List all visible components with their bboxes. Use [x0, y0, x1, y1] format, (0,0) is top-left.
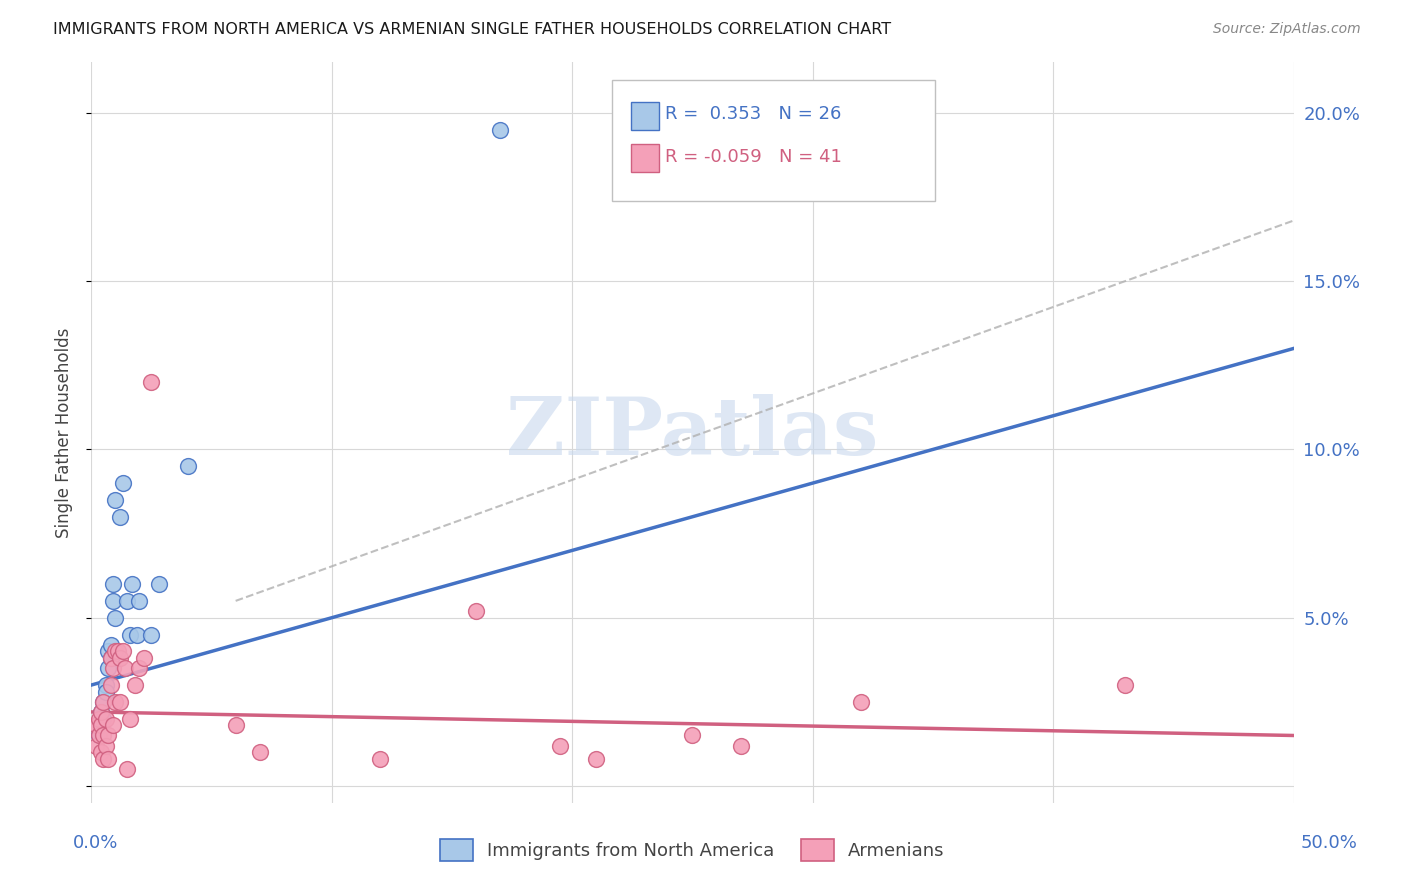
Point — [104, 695, 127, 709]
Point — [84, 739, 107, 753]
Point — [90, 718, 112, 732]
Point — [148, 577, 170, 591]
Point — [368, 752, 391, 766]
Text: R = -0.059   N = 41: R = -0.059 N = 41 — [665, 148, 842, 166]
Text: ZIPatlas: ZIPatlas — [506, 393, 879, 472]
Point — [121, 577, 143, 591]
Point — [94, 678, 117, 692]
Point — [141, 375, 163, 389]
Point — [104, 492, 127, 507]
Point — [110, 651, 132, 665]
Text: IMMIGRANTS FROM NORTH AMERICA VS ARMENIAN SINGLE FATHER HOUSEHOLDS CORRELATION C: IMMIGRANTS FROM NORTH AMERICA VS ARMENIA… — [53, 22, 891, 37]
Legend: Immigrants from North America, Armenians: Immigrants from North America, Armenians — [433, 831, 952, 868]
Text: 0.0%: 0.0% — [73, 834, 118, 852]
Point — [548, 739, 571, 753]
Point — [1114, 678, 1136, 692]
Point — [114, 661, 136, 675]
Point — [97, 661, 120, 675]
Point — [849, 695, 872, 709]
Point — [125, 627, 148, 641]
Point — [93, 729, 115, 743]
Point — [107, 644, 129, 658]
Point — [94, 685, 117, 699]
Point — [93, 752, 115, 766]
Point — [93, 712, 115, 726]
Point — [100, 678, 122, 692]
Point — [93, 695, 115, 709]
Point — [465, 604, 488, 618]
Point — [104, 644, 127, 658]
Point — [87, 729, 110, 743]
Text: Source: ZipAtlas.com: Source: ZipAtlas.com — [1213, 22, 1361, 37]
Point — [134, 651, 156, 665]
Point — [101, 661, 124, 675]
Point — [117, 594, 139, 608]
Point — [111, 476, 134, 491]
Point — [118, 712, 141, 726]
Point — [97, 644, 120, 658]
Point — [87, 712, 110, 726]
Point — [681, 729, 703, 743]
Point — [101, 577, 124, 591]
Point — [101, 594, 124, 608]
Point — [128, 661, 150, 675]
Point — [110, 695, 132, 709]
Point — [249, 745, 271, 759]
Point — [585, 752, 607, 766]
Point — [93, 695, 115, 709]
Y-axis label: Single Father Households: Single Father Households — [55, 327, 73, 538]
Point — [94, 739, 117, 753]
Point — [87, 729, 110, 743]
Point — [90, 745, 112, 759]
Point — [225, 718, 247, 732]
Point — [124, 678, 146, 692]
Point — [94, 712, 117, 726]
Point — [84, 718, 107, 732]
Point — [97, 752, 120, 766]
Point — [100, 651, 122, 665]
Point — [90, 705, 112, 719]
Point — [176, 459, 198, 474]
Point — [100, 638, 122, 652]
Point — [118, 627, 141, 641]
Point — [128, 594, 150, 608]
Text: 50.0%: 50.0% — [1301, 834, 1357, 852]
Point — [101, 718, 124, 732]
Point — [111, 644, 134, 658]
Point — [100, 651, 122, 665]
Point — [141, 627, 163, 641]
Point — [117, 762, 139, 776]
Point — [104, 610, 127, 624]
Point — [90, 718, 112, 732]
Point — [97, 729, 120, 743]
Point — [90, 705, 112, 719]
Point — [730, 739, 752, 753]
Point — [489, 122, 512, 136]
Text: R =  0.353   N = 26: R = 0.353 N = 26 — [665, 105, 841, 123]
Point — [110, 509, 132, 524]
